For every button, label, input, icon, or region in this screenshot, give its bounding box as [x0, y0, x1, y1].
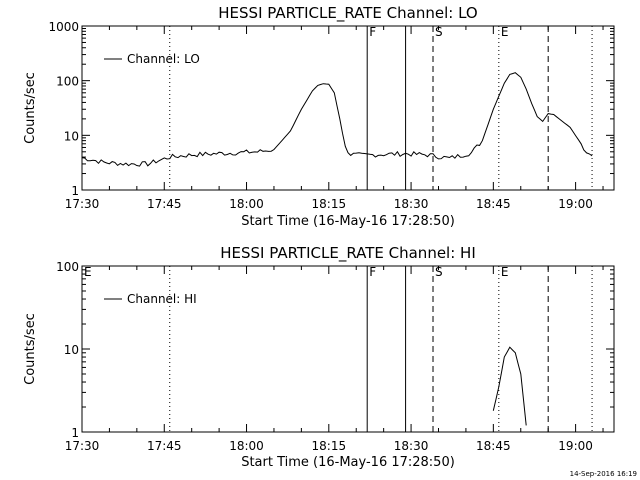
x-axis-label: Start Time (16-May-16 17:28:50) [241, 214, 455, 229]
x-axis-label: Start Time (16-May-16 17:28:50) [241, 455, 455, 470]
series-line [492, 346, 527, 426]
event-marker-label: E [501, 265, 509, 279]
legend-label: Channel: LO [127, 52, 200, 66]
y-axis-label: Counts/sec [23, 72, 38, 144]
x-tick-label: 19:00 [558, 439, 593, 453]
event-marker-label: E [84, 265, 92, 279]
x-tick-label: 18:30 [394, 197, 429, 211]
x-tick-label: 18:15 [312, 197, 347, 211]
x-tick-label: 18:00 [229, 439, 264, 453]
y-tick-label: 1 [71, 184, 79, 198]
plot-frame [81, 25, 615, 191]
x-tick-label: 19:00 [558, 197, 593, 211]
event-marker-label: F [369, 265, 376, 279]
y-tick-label: 10 [64, 343, 79, 357]
y-tick-label: 1000 [48, 20, 79, 34]
chart-panel-1: HESSI PARTICLE_RATE Channel: LO 1 10 100 100… [23, 4, 615, 229]
y-tick-label: 10 [64, 129, 79, 143]
y-tick-label: 100 [56, 75, 79, 89]
x-tick-label: 17:45 [147, 439, 182, 453]
chart-title: HESSI PARTICLE_RATE Channel: HI [220, 244, 476, 263]
series-line [81, 72, 593, 167]
y-tick-label: 100 [56, 260, 79, 274]
x-tick-label: 17:45 [147, 197, 182, 211]
event-marker-label: S [435, 25, 443, 39]
event-marker-label: F [369, 25, 376, 39]
x-tick-label: 18:45 [476, 439, 511, 453]
y-tick-label: 1 [71, 426, 79, 440]
x-tick-label: 18:15 [312, 439, 347, 453]
event-marker-label: E [501, 25, 509, 39]
x-tick-label: 17:30 [65, 197, 100, 211]
x-tick-label: 18:30 [394, 439, 429, 453]
legend-label: Channel: HI [127, 292, 197, 306]
chart-panel-2: HESSI PARTICLE_RATE Channel: HI 1 10 100 17:… [23, 244, 615, 470]
print-timestamp: 14-Sep-2016 16:19 [570, 470, 637, 478]
chart-title: HESSI PARTICLE_RATE Channel: LO [218, 4, 477, 23]
y-axis-label: Counts/sec [23, 313, 38, 385]
x-tick-label: 17:30 [65, 439, 100, 453]
x-tick-label: 18:45 [476, 197, 511, 211]
event-marker-label: S [435, 265, 443, 279]
x-tick-label: 18:00 [229, 197, 264, 211]
